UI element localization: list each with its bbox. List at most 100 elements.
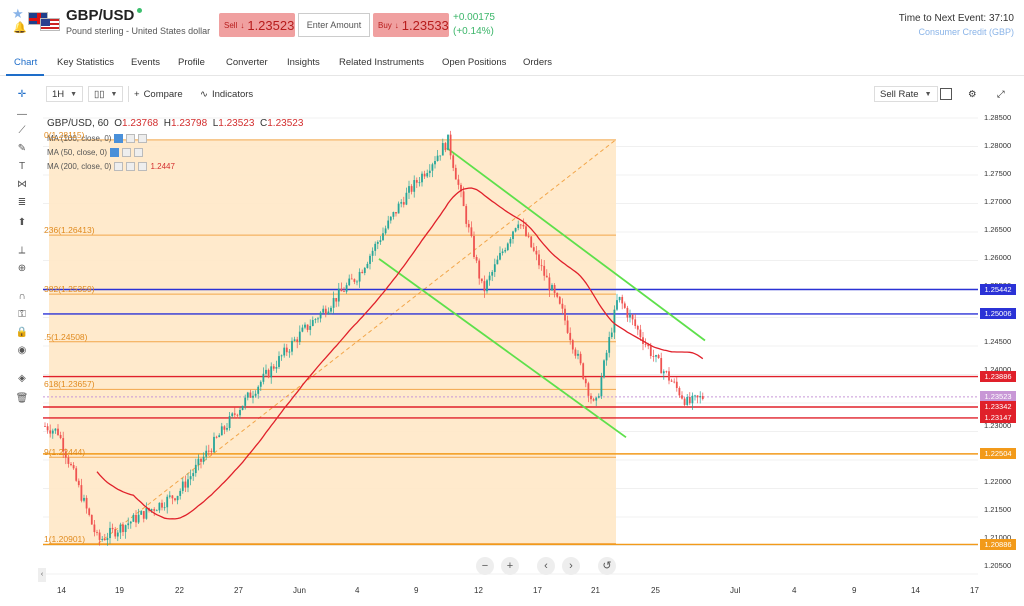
change-percent: (+0.14%): [453, 26, 494, 37]
trend-line-icon[interactable]: ⟋: [18, 125, 26, 136]
tab-converter[interactable]: Converter: [226, 57, 268, 68]
candle-body: [665, 371, 668, 373]
tab-open-positions[interactable]: Open Positions: [442, 57, 507, 68]
candle-body: [51, 430, 54, 434]
close-icon[interactable]: [138, 162, 148, 171]
eye-icon[interactable]: [126, 162, 136, 171]
candle-body: [655, 355, 657, 357]
tab-profile[interactable]: Profile: [178, 57, 205, 68]
tab-key-statistics[interactable]: Key Statistics: [57, 57, 115, 68]
pencil-icon[interactable]: ✎: [17, 143, 27, 154]
collapse-toolbar-button[interactable]: ‹: [38, 568, 46, 582]
candle-body: [590, 395, 592, 400]
pattern-icon[interactable]: ⋈: [17, 179, 27, 190]
candle-body: [150, 509, 153, 511]
crosshair-icon[interactable]: ✛: [17, 89, 27, 100]
fib-tool-icon[interactable]: ≣: [17, 197, 27, 208]
tab-related-instruments[interactable]: Related Instruments: [339, 57, 425, 68]
candle-body: [223, 426, 226, 430]
candle-body: [616, 300, 618, 310]
eye-icon[interactable]: [122, 148, 132, 157]
candle-body: [239, 409, 241, 416]
sell-button[interactable]: Sell ↓ 1.23523: [219, 13, 295, 37]
candle-body: [423, 173, 426, 177]
star-icon[interactable]: ★: [12, 6, 24, 21]
candle-body: [382, 233, 384, 241]
amount-input[interactable]: Enter Amount: [298, 13, 370, 37]
candle-body: [415, 180, 418, 183]
compare-button[interactable]: + Compare: [134, 86, 183, 102]
eye-icon[interactable]: [126, 134, 136, 143]
time-tick-label: 9: [414, 586, 419, 595]
price-chart[interactable]: [43, 110, 978, 580]
indicators-button[interactable]: ∿ Indicators: [200, 86, 253, 102]
zoom-in-button[interactable]: +: [501, 557, 519, 575]
magnet-icon[interactable]: ∩: [18, 291, 26, 302]
interval-select[interactable]: 1H ▼: [46, 86, 84, 102]
text-icon[interactable]: T: [18, 161, 26, 172]
eye-icon[interactable]: ◉: [17, 345, 27, 356]
settings-icon[interactable]: [114, 134, 124, 143]
settings-icon[interactable]: [114, 162, 124, 171]
candle-body: [608, 337, 611, 353]
gear-icon[interactable]: ⚙: [968, 88, 977, 100]
ma200-legend[interactable]: MA (200, close, 0) 1.2447: [47, 162, 175, 171]
settings-icon[interactable]: [110, 148, 120, 157]
candle-body: [358, 271, 361, 282]
screenshot-icon[interactable]: [940, 88, 952, 100]
scroll-left-button[interactable]: ‹: [537, 557, 555, 575]
candle-body: [311, 320, 314, 326]
reset-chart-button[interactable]: ↺: [598, 557, 616, 575]
lock-icon[interactable]: 🔒: [15, 327, 29, 338]
price-tick-label: 1.22000: [984, 477, 1012, 487]
lock-drawings-icon[interactable]: ⚿: [18, 309, 26, 320]
candle-body: [345, 285, 348, 292]
layers-icon[interactable]: ◈: [18, 373, 26, 384]
scroll-right-button[interactable]: ›: [562, 557, 580, 575]
price-tick-label: 1.27000: [984, 197, 1012, 207]
candle-body: [436, 155, 439, 161]
low-label: L: [212, 118, 219, 129]
candle-body: [319, 312, 322, 319]
candle-body: [332, 297, 335, 308]
candle-body: [283, 347, 286, 356]
candle-body: [194, 464, 197, 474]
candle-body: [140, 511, 143, 515]
tab-events[interactable]: Events: [131, 57, 161, 68]
rate-select[interactable]: Sell Rate ▼: [874, 86, 938, 102]
low-value: 1.23523: [218, 118, 255, 129]
chart-type-select[interactable]: ▯▯ ▼: [88, 86, 124, 102]
tab-chart[interactable]: Chart: [14, 57, 38, 68]
fullscreen-icon[interactable]: ⤢: [997, 88, 1005, 100]
horizontal-line-icon[interactable]: —: [17, 109, 27, 120]
tab-orders[interactable]: Orders: [523, 57, 553, 68]
candle-body: [483, 281, 486, 292]
ruler-icon[interactable]: ⟂: [18, 245, 26, 256]
time-tick-label: 21: [591, 586, 600, 595]
candle-body: [561, 303, 564, 309]
price-tick-label: 1.24000: [984, 365, 1012, 375]
close-icon[interactable]: [134, 148, 144, 157]
next-event-name[interactable]: Consumer Credit (GBP): [918, 27, 1014, 37]
ma50-legend[interactable]: MA (50, close, 0): [47, 148, 144, 157]
legend-title: GBP/USD, 60: [47, 118, 109, 129]
close-icon[interactable]: [138, 134, 148, 143]
candle-body: [145, 507, 148, 519]
ma100-legend[interactable]: MA (100, close, 0): [47, 134, 148, 143]
candle-body: [460, 184, 462, 192]
candle-body: [543, 265, 546, 276]
candle-body: [493, 264, 496, 272]
tab-insights[interactable]: Insights: [287, 57, 320, 68]
zoom-icon[interactable]: ⊕: [17, 263, 27, 274]
bell-icon[interactable]: 🔔: [13, 22, 27, 34]
arrow-up-icon[interactable]: ⬆: [17, 217, 27, 228]
trash-icon[interactable]: 🗑: [15, 393, 29, 404]
zoom-out-button[interactable]: −: [476, 557, 494, 575]
candle-body: [215, 436, 218, 438]
candle-body: [525, 226, 527, 237]
wave-icon: ∿: [200, 88, 208, 100]
candle-body: [158, 502, 161, 511]
buy-button[interactable]: Buy ↓ 1.23533: [373, 13, 449, 37]
candle-body: [629, 314, 631, 318]
candle-body: [681, 395, 683, 399]
